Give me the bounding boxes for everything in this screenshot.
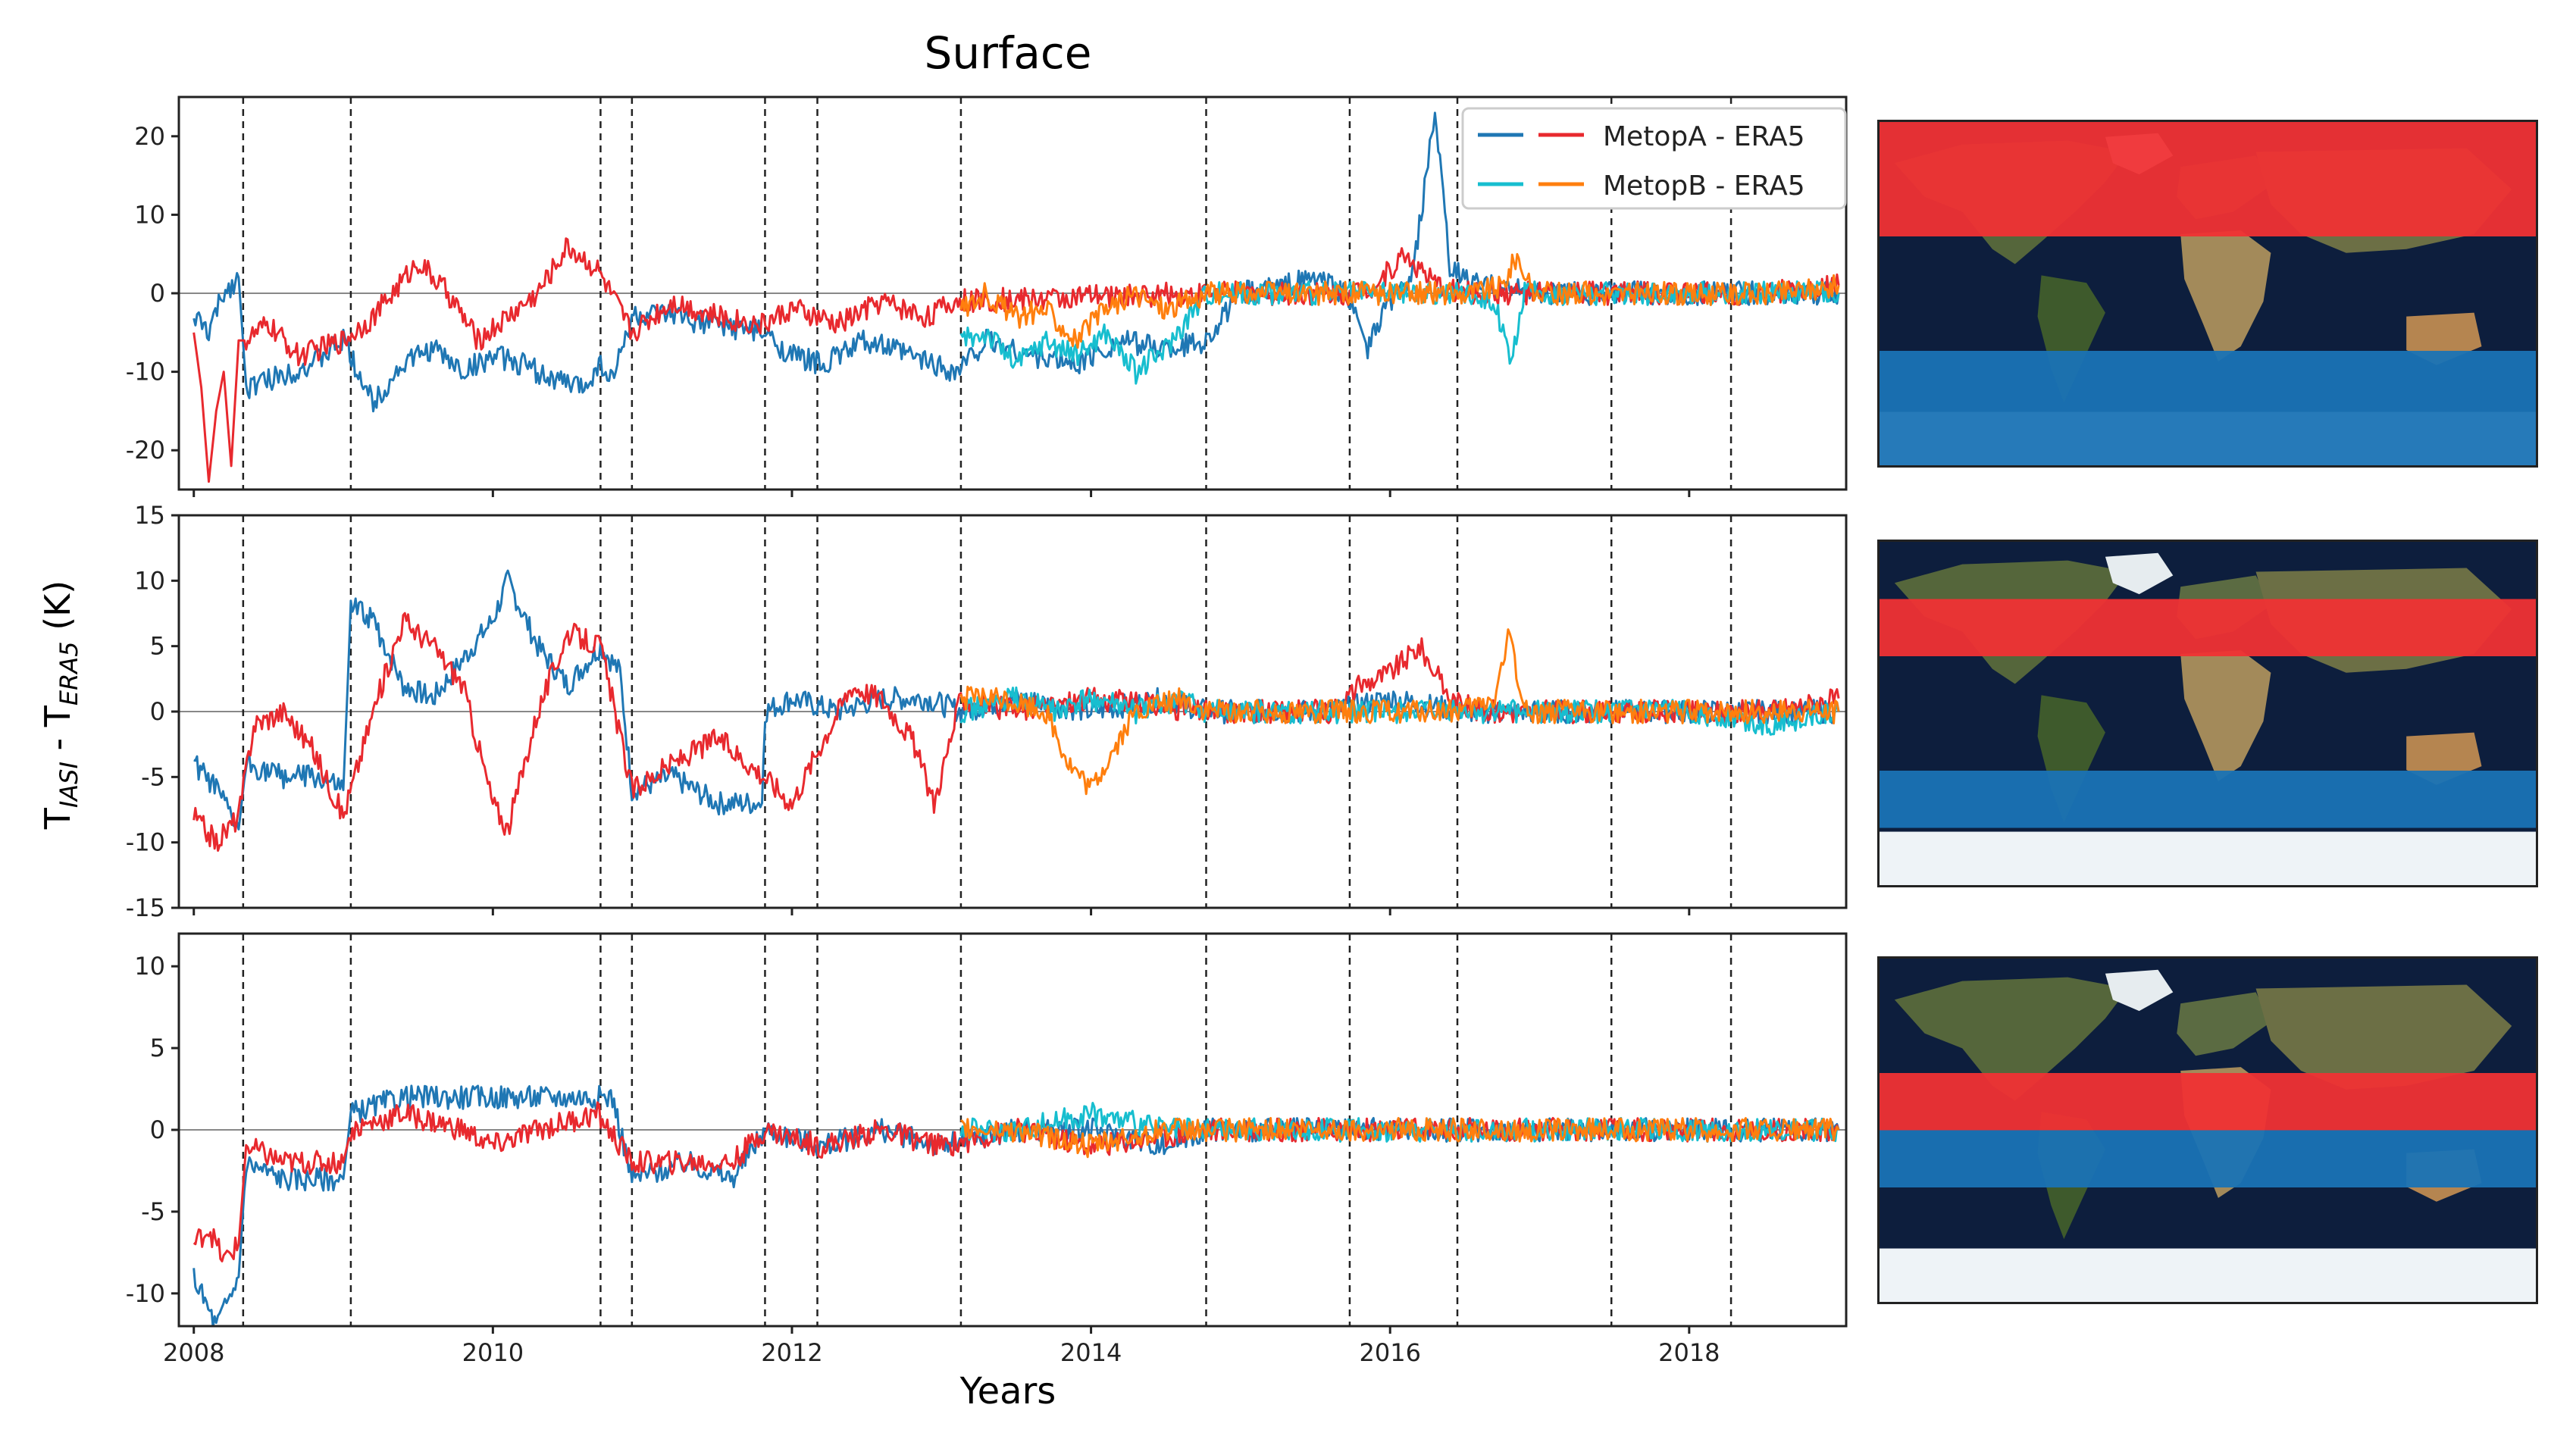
- y-tick-label: 5: [150, 632, 165, 661]
- x-axis-label: Years: [959, 1370, 1056, 1413]
- africa-landmass: [2180, 650, 2271, 781]
- world-map: [1880, 542, 2536, 885]
- y-tick-label: 10: [134, 952, 165, 981]
- y-tick-label: -5: [141, 762, 165, 791]
- world-map: [1880, 959, 2536, 1302]
- red-latitude-band: [1880, 599, 2536, 656]
- legend-label-metopA: MetopA - ERA5: [1603, 121, 1805, 152]
- series-line-2: [959, 686, 1840, 736]
- y-tick-label: -5: [141, 1197, 165, 1226]
- x-tick-label: 2014: [1060, 1338, 1122, 1367]
- map-bottom-latitude-bands: [1877, 956, 2538, 1304]
- x-tick-label: 2016: [1359, 1338, 1420, 1367]
- map-top-latitude-bands: [1877, 120, 2538, 468]
- y-label-sub-era5: ERA5: [55, 641, 83, 705]
- y-tick-label: -15: [126, 893, 165, 922]
- blue-latitude-band: [1880, 771, 2536, 828]
- red-latitude-band: [1880, 122, 2536, 236]
- x-tick-label: 2008: [163, 1338, 224, 1367]
- greenland-landmass: [2105, 552, 2174, 595]
- x-tick-label: 2010: [462, 1338, 524, 1367]
- y-label-t: T: [37, 807, 78, 830]
- legend: MetopA - ERA5 MetopB - ERA5: [1461, 107, 1847, 210]
- series-group: [192, 1084, 1840, 1326]
- legend-label-metopB: MetopB - ERA5: [1603, 171, 1805, 202]
- series-line-3: [959, 628, 1840, 796]
- y-label-sub-iasi: IASI: [55, 762, 83, 808]
- north-america-landmass: [1894, 977, 2128, 1101]
- red-latitude-band: [1880, 1073, 2536, 1131]
- y-axis-label: TIASI - TERA5 (K): [37, 580, 83, 831]
- y-tick-label: 5: [150, 1034, 165, 1062]
- panel-bottom: -10 -5 0 5 10 2008 2010 2012 2014 2016 2018: [126, 932, 1848, 1367]
- x-tick-label: 2012: [761, 1338, 822, 1367]
- y-tick-label: 0: [150, 697, 165, 726]
- series-line-3: [959, 1117, 1840, 1159]
- series-group: [192, 111, 1840, 483]
- asia-landmass: [2255, 984, 2512, 1090]
- map-middle-latitude-bands: [1877, 540, 2538, 887]
- chart-panels: -20 -10 0 10 20 -15 -10 -5 0 5 10 15 -10 -5 0 5 10 2008 20…: [126, 95, 1848, 1367]
- y-label-mid: - T: [37, 705, 78, 762]
- y-label-unit: (K): [37, 580, 78, 642]
- panel-middle: -15 -10 -5 0 5 10 15: [126, 501, 1848, 922]
- y-tick-label: 10: [134, 566, 165, 595]
- blue-latitude-band: [1880, 351, 2536, 465]
- y-tick-label: -10: [126, 358, 165, 386]
- africa-landmass: [2180, 230, 2271, 361]
- antarctica: [1880, 1248, 2536, 1302]
- y-tick-label: 15: [134, 501, 165, 530]
- europe-landmass: [2177, 992, 2271, 1056]
- figure-title: Surface: [925, 27, 1092, 79]
- world-map: [1880, 122, 2536, 465]
- greenland-landmass: [2105, 969, 2174, 1012]
- series-line-3: [959, 252, 1840, 349]
- series-group: [192, 569, 1840, 852]
- y-tick-label: -10: [126, 1279, 165, 1308]
- y-tick-label: 10: [134, 200, 165, 229]
- antarctica: [1880, 831, 2536, 885]
- y-tick-label: 20: [134, 122, 165, 151]
- y-tick-label: 0: [150, 279, 165, 308]
- x-tick-label: 2018: [1658, 1338, 1720, 1367]
- y-tick-label: -10: [126, 828, 165, 857]
- y-tick-label: -20: [126, 436, 165, 465]
- blue-latitude-band: [1880, 1130, 2536, 1187]
- y-tick-label: 0: [150, 1115, 165, 1144]
